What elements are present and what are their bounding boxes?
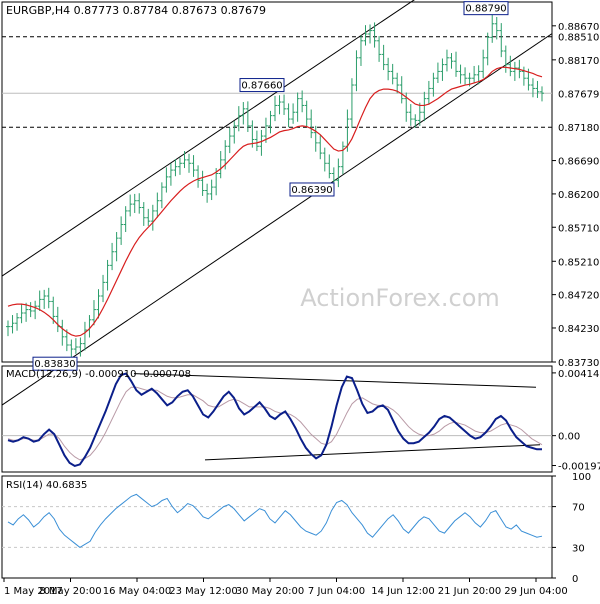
price-annotation-label: 0.87660 (241, 81, 282, 92)
macd-y-tick-label: -0.001972 (558, 462, 600, 473)
chart-header: EURGBP,H4 0.87773 0.87784 0.87673 0.8767… (6, 4, 266, 17)
last-price-label: 0.87679 (558, 89, 599, 100)
price-annotation-box (463, 1, 509, 16)
x-axis-tick-label: 14 Jun 12:00 (371, 586, 435, 597)
level-label: 0.88510 (558, 33, 599, 44)
level-label-bg (553, 29, 599, 44)
rsi-panel-frame (1, 475, 553, 579)
channel-lower-line (1, 33, 553, 406)
last-price-label-bg (553, 86, 599, 101)
macd-line (7, 372, 542, 468)
price-y-tick-label: 0.86200 (558, 190, 599, 201)
price-annotation-label: 0.86390 (291, 185, 332, 196)
macd-trendline-lower (204, 444, 541, 461)
x-axis-tick-label: 7 Jun 04:00 (308, 586, 365, 597)
macd-signal-line (7, 386, 543, 461)
price-y-tick-label: 0.86690 (558, 157, 599, 168)
price-annotation-label: 0.88790 (465, 4, 506, 15)
macd-y-tick-label: 0.004145 (558, 369, 600, 380)
price-y-tick-label: 0.84230 (558, 324, 599, 335)
price-y-tick-label: 0.88170 (558, 56, 599, 67)
price-annotation-box (289, 182, 335, 197)
price-y-tick-label: 0.84720 (558, 291, 599, 302)
price-panel-frame (1, 1, 553, 363)
price-y-tick-label: 0.85710 (558, 223, 599, 234)
price-y-tick-label: 0.83730 (558, 358, 599, 369)
rsi-title: RSI(14) 40.6835 (6, 480, 87, 491)
price-y-tick-label: 0.85210 (558, 257, 599, 268)
macd-y-tick-label: 0.00 (558, 432, 580, 443)
x-axis-tick-label: 29 Jun 04:00 (504, 586, 568, 597)
watermark-text: ActionForex.com (300, 284, 500, 312)
level-label-bg (553, 120, 599, 135)
x-axis-tick-label: 30 May 20:00 (236, 586, 305, 597)
rsi-line (7, 493, 543, 549)
rsi-y-tick-label: 0 (572, 574, 578, 585)
x-axis-tick-label: 1 May 2017 (4, 586, 63, 597)
x-axis-tick-label: 8 May 20:00 (39, 586, 101, 597)
x-axis-tick-label: 16 May 04:00 (103, 586, 172, 597)
rsi-y-tick-label: 70 (572, 503, 585, 514)
price-annotation-label: 0.83830 (34, 359, 75, 370)
price-y-tick-label: 0.88670 (558, 22, 599, 33)
rsi-y-tick-label: 30 (572, 543, 585, 554)
macd-title: MACD(12,26,9) -0.000910 -0.000708 (6, 369, 191, 380)
price-annotation-box (32, 356, 78, 371)
macd-panel-frame (1, 365, 553, 473)
moving-average-line (7, 66, 543, 337)
macd-trendline-upper (133, 373, 537, 388)
rsi-y-tick-label: 100 (572, 472, 591, 483)
x-axis-tick-label: 21 Jun 20:00 (438, 586, 502, 597)
x-axis-tick-label: 23 May 12:00 (169, 586, 238, 597)
level-label: 0.87180 (558, 123, 599, 134)
price-annotation-box (239, 78, 285, 93)
